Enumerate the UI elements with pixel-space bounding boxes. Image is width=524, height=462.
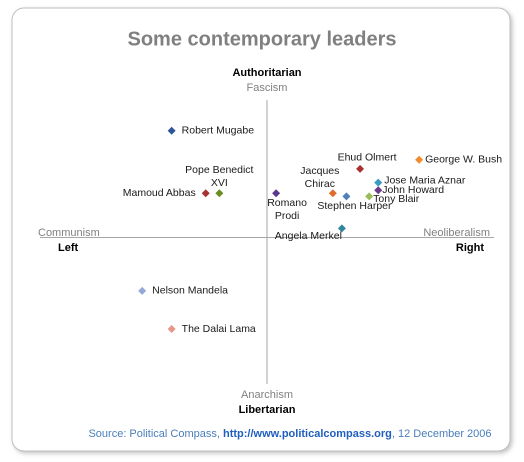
bottom-label: Libertarian	[239, 404, 296, 416]
point	[272, 189, 281, 198]
point-label: The Dalai Lama	[182, 323, 256, 335]
top-label: Authoritarian	[232, 67, 301, 79]
source-link[interactable]: http://www.politicalcompass.org	[223, 428, 392, 440]
source-suffix: , 12 December 2006	[392, 428, 492, 440]
point-label: Pope Benedict	[185, 164, 253, 176]
top-sublabel: Fascism	[247, 82, 288, 94]
point-label: Jose Maria Aznar	[384, 174, 466, 186]
point-label: Tony Blair	[373, 193, 420, 205]
point	[201, 189, 210, 198]
point-label: Romano	[267, 197, 307, 209]
point	[342, 192, 351, 201]
point-label: XVI	[211, 177, 228, 189]
point-label: George W. Bush	[425, 154, 502, 166]
point	[328, 189, 337, 198]
bottom-sublabel: Anarchism	[241, 389, 293, 401]
point	[167, 325, 176, 333]
source-prefix: Source: Political Compass,	[88, 428, 223, 440]
point	[365, 192, 374, 201]
point	[374, 186, 383, 195]
right-sublabel: Neoliberalism	[423, 227, 490, 239]
source: Source: Political Compass, http://www.po…	[88, 428, 491, 440]
point-label: Mamoud Abbas	[123, 187, 196, 199]
point	[356, 164, 365, 173]
point-label: Robert Mugabe	[182, 125, 255, 137]
point-label: Nelson Mandela	[152, 285, 228, 297]
point	[415, 155, 424, 164]
left-sublabel: Communism	[38, 227, 100, 239]
point	[167, 126, 176, 135]
right-label: Right	[456, 242, 484, 254]
point	[374, 178, 383, 187]
point-label: Stephen Harper	[317, 200, 392, 212]
point-label: Angela Merkel	[275, 230, 342, 242]
point-label: Jacques	[300, 165, 339, 177]
frame	[11, 7, 511, 452]
left-label: Left	[58, 242, 79, 254]
point-label: Chirac	[305, 178, 335, 190]
point	[337, 224, 346, 233]
chart-title: Some contemporary leaders	[128, 28, 397, 50]
point	[138, 286, 147, 295]
point	[215, 189, 224, 198]
point-label: Prodi	[275, 210, 300, 222]
point-label: Ehud Olmert	[338, 152, 397, 164]
point-label: John Howard	[382, 184, 444, 196]
